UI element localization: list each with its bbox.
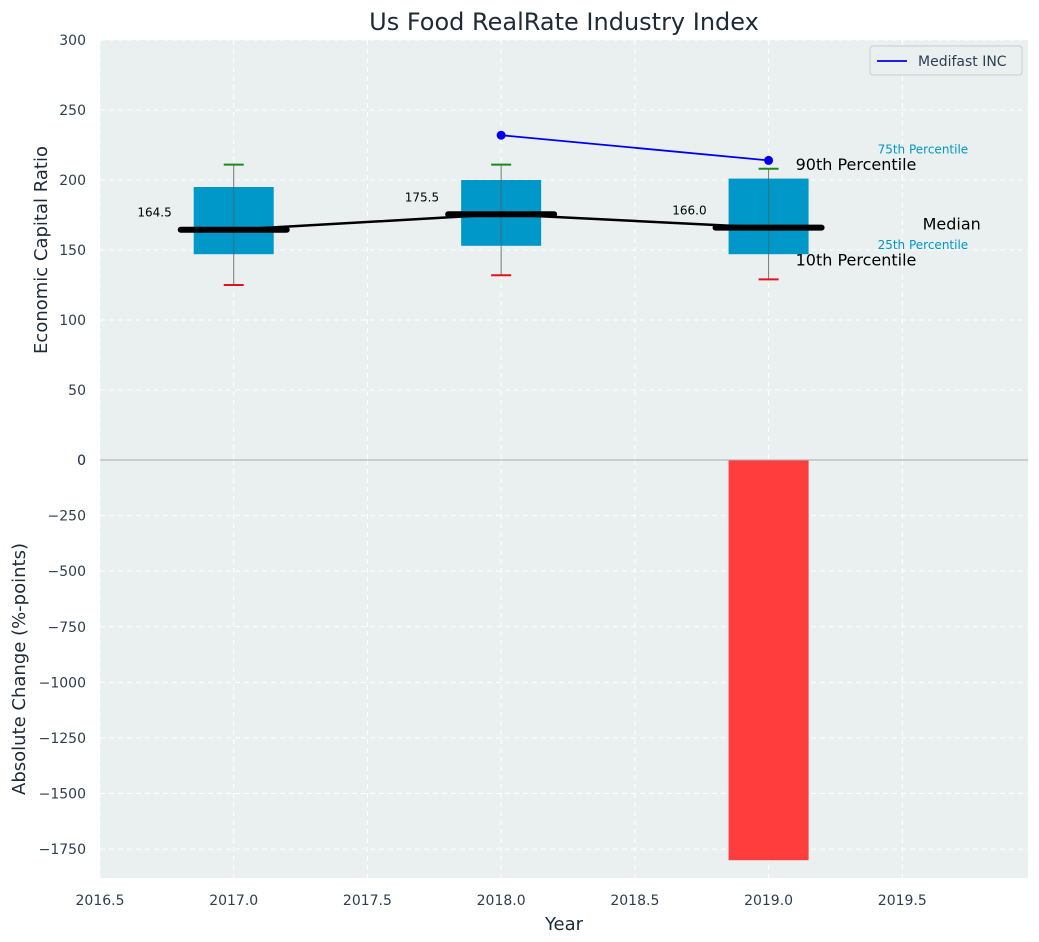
bottom-y-tick-label: −1500 — [39, 787, 86, 803]
bottom-y-tick-label: −1750 — [39, 842, 86, 858]
top-y-tick-label: 50 — [68, 383, 86, 399]
change-bar — [728, 460, 809, 861]
median-label: 164.5 — [137, 206, 171, 220]
change-bars — [728, 460, 809, 861]
x-tick-label: 2019.0 — [744, 893, 793, 909]
x-tick-label: 2019.5 — [878, 893, 927, 909]
series-lines — [496, 130, 774, 165]
legend: Medifast INC — [869, 45, 1023, 76]
x-axis-label: Year — [544, 914, 584, 935]
median-label: 166.0 — [672, 204, 706, 218]
legend-box — [869, 45, 1023, 76]
top-y-tick-label: 250 — [59, 103, 86, 119]
top-y-ticks: 0 50 100 150 200 250 300 — [59, 33, 86, 469]
bottom-y-tick-label: −1000 — [39, 675, 86, 691]
top-y-tick-label: 300 — [59, 33, 86, 49]
bottom-y-axis-label: Absolute Change (%-points) — [9, 543, 30, 795]
series-point — [764, 155, 774, 165]
chart-title: Us Food RealRate Industry Index — [369, 8, 759, 36]
annotation-p90: 90th Percentile — [796, 155, 917, 174]
annotation-median: Median — [923, 215, 981, 234]
top-y-tick-label: 200 — [59, 173, 86, 189]
annotation-p25: 25th Percentile — [878, 238, 969, 252]
bottom-plot-area — [100, 460, 1028, 878]
x-tick-label: 2016.5 — [76, 893, 125, 909]
top-y-tick-label: 100 — [59, 313, 86, 329]
median-label: 175.5 — [405, 190, 439, 204]
x-ticks: 2016.5 2017.0 2017.5 2018.0 2018.5 2019.0 2019… — [76, 893, 927, 909]
top-y-tick-label: 150 — [59, 243, 86, 259]
series-line — [501, 134, 769, 162]
bottom-y-tick-label: 0 — [77, 453, 86, 469]
median-trend — [233, 213, 769, 231]
series-point — [496, 130, 506, 140]
x-tick-label: 2017.5 — [343, 893, 392, 909]
bottom-y-tick-label: −1250 — [39, 731, 86, 747]
box-plots: 164.5 175.5 166.0 — [137, 163, 825, 286]
legend-label: Medifast INC — [918, 54, 1007, 70]
x-tick-label: 2018.5 — [610, 893, 659, 909]
x-tick-label: 2017.0 — [209, 893, 258, 909]
median-trend-line — [233, 213, 769, 231]
bottom-y-tick-label: −500 — [48, 564, 86, 580]
top-y-tick-label: 0 — [77, 453, 86, 469]
annotation-p75: 75th Percentile — [878, 143, 969, 157]
x-tick-label: 2018.0 — [477, 893, 526, 909]
bottom-y-tick-label: −750 — [48, 620, 86, 636]
top-y-axis-label: Economic Capital Ratio — [31, 146, 52, 354]
bottom-y-ticks: 0 −250 −500 −750 −1000 −1250 −1500 −1750 — [39, 453, 86, 858]
annotation-p10: 10th Percentile — [796, 250, 917, 269]
bottom-y-tick-label: −250 — [48, 509, 86, 525]
